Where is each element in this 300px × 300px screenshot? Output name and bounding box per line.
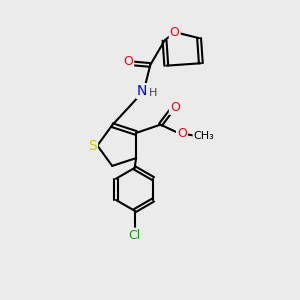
Text: O: O: [123, 56, 133, 68]
Text: O: O: [170, 101, 180, 114]
Text: Cl: Cl: [128, 229, 141, 242]
Text: N: N: [137, 84, 147, 98]
Text: H: H: [148, 88, 157, 98]
Text: O: O: [177, 127, 187, 140]
Text: O: O: [170, 26, 180, 39]
Text: CH₃: CH₃: [194, 131, 214, 141]
Text: S: S: [88, 139, 97, 152]
